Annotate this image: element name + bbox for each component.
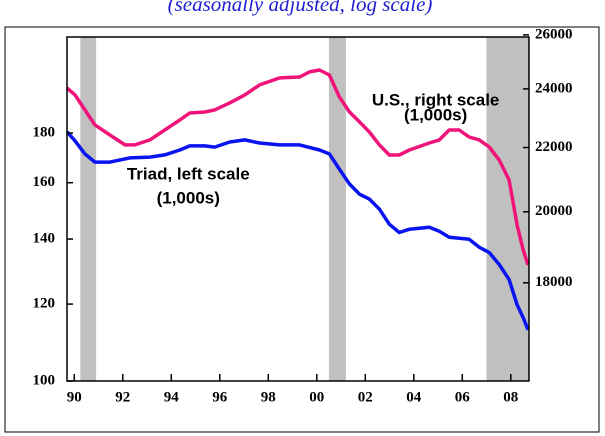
recession-band: [328, 37, 346, 381]
y-tick-label: 160: [33, 174, 56, 190]
recession-band: [486, 37, 529, 381]
x-tick-label: 96: [212, 389, 228, 405]
y2-tick-label: 24000: [535, 80, 573, 96]
outer-frame: [4, 26, 600, 433]
x-tick-label: 08: [503, 389, 518, 405]
x-tick-label: 04: [406, 389, 422, 405]
x-tick-label: 06: [455, 389, 471, 405]
y2-tick-label: 26000: [535, 26, 573, 42]
recession-band: [80, 37, 97, 381]
x-tick-label: 98: [261, 389, 276, 405]
annotation: Triad, left scale: [127, 164, 250, 183]
y-tick-label: 100: [33, 372, 56, 388]
y-tick-label: 180: [33, 124, 56, 140]
chart-subtitle: (seasonally adjusted, log scale): [168, 0, 433, 16]
annotation: (1,000s): [404, 106, 467, 125]
plot-frame: [66, 36, 530, 382]
annotation: (1,000s): [157, 188, 220, 207]
y2-tick-label: 20000: [535, 203, 573, 219]
y2-tick-label: 22000: [535, 139, 573, 155]
x-tick-label: 94: [164, 389, 180, 405]
x-tick-label: 92: [115, 389, 130, 405]
line-series: [65, 68, 530, 266]
plot-area: 100 120 140 160 180 18000 20000 22000 24000 26000…: [33, 26, 573, 405]
annotation: U.S., right scale: [372, 90, 500, 109]
y2-tick-label: 18000: [535, 274, 573, 290]
x-tick-label: 00: [309, 389, 324, 405]
x-tick-label: 90: [67, 389, 82, 405]
y-tick-label: 120: [33, 296, 56, 312]
line-series: [65, 130, 530, 331]
x-tick-label: 02: [358, 389, 373, 405]
y-tick-label: 140: [33, 230, 56, 246]
